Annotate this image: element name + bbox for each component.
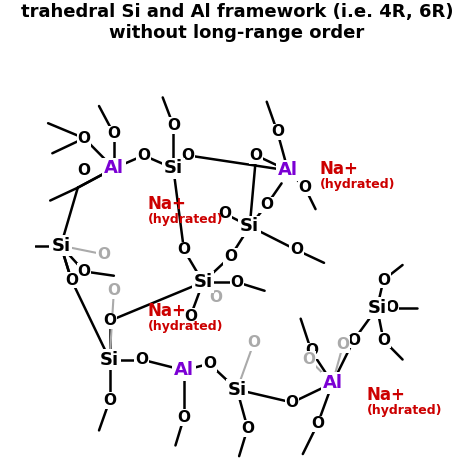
Text: O: O — [103, 393, 116, 408]
Text: Al: Al — [104, 159, 124, 177]
Text: Si: Si — [240, 217, 259, 235]
Text: O: O — [108, 283, 120, 298]
Text: (hydrated): (hydrated) — [366, 404, 442, 417]
Text: O: O — [377, 333, 390, 348]
Text: O: O — [377, 273, 390, 288]
Text: Si: Si — [164, 159, 183, 177]
Text: O: O — [271, 124, 284, 139]
Text: O: O — [286, 395, 299, 410]
Text: O: O — [347, 333, 360, 348]
Text: O: O — [247, 335, 261, 350]
Text: O: O — [218, 206, 231, 221]
Text: O: O — [103, 313, 116, 328]
Text: O: O — [167, 118, 180, 133]
Text: O: O — [230, 274, 244, 290]
Text: O: O — [385, 301, 399, 316]
Text: O: O — [65, 273, 78, 288]
Text: Na+: Na+ — [366, 386, 405, 404]
Text: (hydrated): (hydrated) — [148, 320, 223, 333]
Text: Si: Si — [367, 299, 387, 317]
Text: O: O — [97, 247, 110, 262]
Text: Si: Si — [228, 381, 246, 399]
Text: O: O — [78, 131, 91, 146]
Text: O: O — [78, 163, 91, 178]
Text: Na+: Na+ — [148, 194, 187, 212]
Text: O: O — [337, 337, 350, 352]
Text: (hydrated): (hydrated) — [320, 178, 395, 191]
Text: O: O — [137, 148, 150, 163]
Text: Na+: Na+ — [320, 160, 359, 178]
Text: Al: Al — [322, 374, 343, 392]
Text: O: O — [250, 148, 263, 163]
Text: O: O — [224, 249, 237, 264]
Text: O: O — [241, 421, 254, 436]
Text: O: O — [184, 309, 197, 324]
Text: O: O — [135, 352, 148, 367]
Text: Al: Al — [174, 361, 194, 379]
Text: O: O — [305, 344, 318, 358]
Text: O: O — [78, 264, 91, 279]
Text: O: O — [290, 243, 303, 257]
Text: O: O — [108, 127, 120, 141]
Text: O: O — [177, 243, 191, 257]
Text: Al: Al — [278, 162, 298, 180]
Text: O: O — [299, 180, 311, 195]
Text: O: O — [303, 352, 316, 367]
Text: trahedral Si and Al framework (i.e. 4R, 6R)
without long-range order: trahedral Si and Al framework (i.e. 4R, … — [21, 3, 453, 42]
Text: Na+: Na+ — [148, 302, 187, 320]
Text: O: O — [260, 197, 273, 212]
Text: O: O — [210, 290, 222, 305]
Text: Si: Si — [51, 237, 70, 255]
Text: Si: Si — [193, 273, 213, 291]
Text: Si: Si — [100, 350, 119, 368]
Text: O: O — [311, 417, 324, 431]
Text: O: O — [177, 410, 191, 425]
Text: (hydrated): (hydrated) — [148, 212, 223, 226]
Text: O: O — [182, 148, 195, 163]
Text: O: O — [203, 356, 216, 371]
